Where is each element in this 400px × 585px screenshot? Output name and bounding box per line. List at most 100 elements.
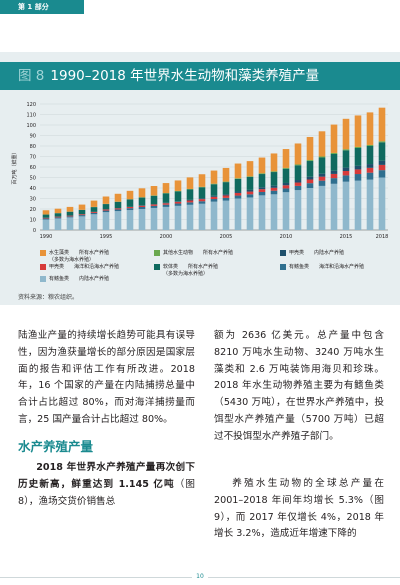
bar-segment — [90, 200, 98, 207]
bar-segment — [54, 208, 62, 214]
bar-segment — [366, 112, 374, 145]
bar-segment — [210, 195, 218, 197]
bar-segment — [162, 203, 170, 205]
bar-segment — [150, 186, 158, 196]
bar-segment — [282, 192, 290, 230]
bar-segment — [222, 195, 230, 198]
bar-segment — [378, 142, 386, 161]
section-subheading: 水产养殖产量 — [18, 439, 94, 454]
y-tick-label: 20 — [30, 207, 36, 213]
bar-segment — [102, 210, 110, 213]
bar-segment — [66, 217, 74, 230]
bar-segment — [354, 147, 362, 166]
bar-segment — [198, 203, 206, 230]
legend-item: 其他水生动物 所有水产养殖 — [154, 250, 233, 257]
bar-segment — [222, 167, 230, 182]
bar-segment — [378, 170, 386, 178]
bar-segment — [342, 175, 350, 182]
bar-segment — [42, 219, 50, 230]
bar-segment — [78, 215, 86, 217]
bar-segment — [378, 177, 386, 230]
bar-segment — [174, 205, 182, 230]
right-column-paragraph-2: 养殖水生动物的全球总产量在 2001–2018 年间年均增长 5.3%（图 9）… — [214, 476, 384, 543]
bar-segment — [294, 165, 302, 181]
bar-segment — [246, 176, 254, 177]
bar-segment — [198, 174, 206, 187]
body-text: 陆渔业产量的持续增长趋势可能具有误导性，因为渔获量增长的部分原因是国家层面的报告… — [18, 330, 195, 425]
bar-segment — [282, 182, 290, 186]
bar-segment — [90, 211, 98, 213]
bar-segment — [270, 153, 278, 172]
bar-segment — [342, 167, 350, 171]
bar-segment — [282, 167, 290, 169]
bar-segment — [282, 149, 290, 168]
bar-segment — [270, 171, 278, 173]
right-column-paragraph-1: 额为 2636 亿美元。总产量中包含 8210 万吨水生动物、3240 万吨水生… — [214, 328, 384, 446]
bar-segment — [150, 204, 158, 206]
x-tick-label: 2005 — [220, 234, 233, 240]
bar-segment — [366, 146, 374, 165]
body-text: 2018 年世界水产养殖产量再次创下历史新高，鲜重达到 1.145 亿吨（图 8… — [18, 460, 195, 510]
y-tick-label: 40 — [30, 186, 36, 192]
bar-segment — [210, 170, 218, 184]
bar-segment — [150, 205, 158, 208]
bar-segment — [114, 209, 122, 212]
bar-segment — [234, 191, 242, 193]
x-tick-label: 1990 — [40, 234, 53, 240]
bar-segment — [114, 211, 122, 230]
bar-segment — [258, 174, 266, 188]
bar-segment — [234, 178, 242, 192]
bar-segment — [222, 181, 230, 183]
bar-segment — [342, 170, 350, 176]
legend-label: 水生藻类 所有水产养殖 （多数为海水养殖） — [49, 250, 110, 263]
bar-segment — [270, 172, 278, 186]
bar-segment — [78, 209, 86, 215]
bar-segment — [102, 212, 110, 230]
y-tick-label: 120 — [26, 102, 36, 108]
bar-segment — [234, 195, 242, 199]
bar-segment — [354, 165, 362, 170]
legend-label: 软体类 所有水产养殖 （多数为海水养殖） — [163, 264, 219, 277]
bar-segment — [294, 180, 302, 183]
bar-segment — [54, 218, 62, 230]
body-text: 养殖水生动物的全球总产量在 2001–2018 年间年均增长 5.3%（图 9）… — [214, 478, 384, 540]
bar-segment — [330, 173, 338, 179]
bar-segment — [126, 207, 134, 209]
bar-segment — [174, 180, 182, 191]
body-text-bold: 2018 年世界水产养殖产量再次创下历史新高，鲜重达到 1.145 亿吨 — [18, 462, 195, 490]
bar-segment — [174, 201, 182, 202]
legend-label: 甲壳类 海洋和沿海水产养殖 — [49, 264, 120, 270]
page-number: 10 — [192, 573, 208, 580]
y-axis-label: 百万吨（鲜重） — [11, 149, 18, 184]
legend-label: 有鳍鱼类 海洋和沿海水产养殖 — [289, 264, 365, 270]
bar-segment — [342, 118, 350, 150]
figure-number: 图 8 — [18, 68, 45, 84]
body-text: 额为 2636 亿美元。总产量中包含 8210 万吨水生动物、3240 万吨水生… — [214, 330, 384, 442]
legend-item: 软体类 所有水产养殖 （多数为海水养殖） — [154, 264, 218, 278]
bar-segment — [294, 143, 302, 165]
bar-segment — [66, 211, 74, 216]
bar-segment — [138, 205, 146, 208]
bar-segment — [306, 176, 314, 180]
bar-segment — [354, 146, 362, 148]
y-tick-label: 10 — [30, 217, 36, 223]
bar-segment — [342, 149, 350, 151]
legend-swatch — [280, 264, 286, 270]
bar-segment — [294, 185, 302, 191]
bar-segment — [234, 192, 242, 196]
bar-segment — [318, 180, 326, 186]
y-tick-label: 60 — [30, 165, 36, 171]
y-tick-label: 110 — [26, 112, 36, 118]
legend-item: 水生藻类 所有水产养殖 （多数为海水养殖） — [40, 250, 109, 264]
bar-segment — [330, 124, 338, 153]
x-tick-label: 2000 — [160, 234, 173, 240]
bar-segment — [222, 194, 230, 196]
bar-segment — [318, 176, 326, 181]
bar-segment — [90, 214, 98, 230]
bar-segment — [258, 157, 266, 174]
legend-swatch — [40, 264, 46, 270]
bar-segment — [90, 212, 98, 215]
bar-segment — [102, 209, 110, 211]
legend-label: 甲壳类 内陆水产养殖 — [289, 250, 345, 256]
bar-segment — [114, 201, 122, 209]
